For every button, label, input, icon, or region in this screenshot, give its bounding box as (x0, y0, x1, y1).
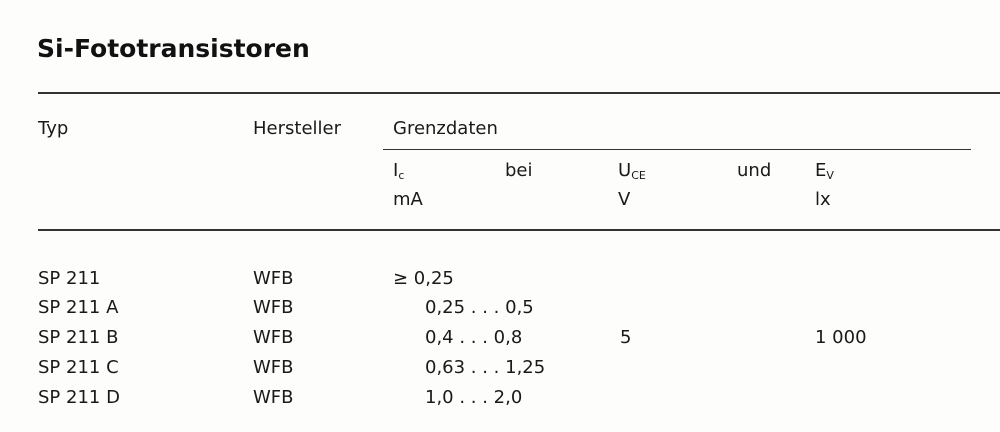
uce-subscript: CE (631, 169, 646, 182)
header-typ: Typ (38, 118, 69, 139)
header-bei: bei (505, 160, 533, 181)
ev-subscript: V (826, 169, 834, 182)
top-rule (38, 92, 1000, 94)
uce-symbol: U (618, 160, 632, 181)
cell-typ: SP 211 A (38, 297, 119, 318)
cell-typ: SP 211 (38, 268, 101, 289)
header-uce: UCE (618, 160, 646, 187)
cell-hersteller: WFB (253, 327, 294, 348)
cell-ic: 0,4 . . . 0,8 (425, 327, 523, 348)
header-ic-unit: mA (393, 189, 423, 210)
ev-symbol: E (815, 160, 827, 181)
cell-hersteller: WFB (253, 357, 294, 378)
cell-uce: 5 (620, 327, 632, 348)
grenzdaten-rule (383, 149, 971, 150)
cell-ic: ≥ 0,25 (393, 268, 454, 289)
cell-hersteller: WFB (253, 297, 294, 318)
cell-ic: 0,25 . . . 0,5 (425, 297, 534, 318)
header-und: und (737, 160, 772, 181)
cell-ev: 1 000 (815, 327, 867, 348)
header-hersteller: Hersteller (253, 118, 341, 139)
cell-typ: SP 211 B (38, 327, 119, 348)
cell-ic: 1,0 . . . 2,0 (425, 387, 523, 408)
cell-hersteller: WFB (253, 387, 294, 408)
cell-hersteller: WFB (253, 268, 294, 289)
header-ev: EV (815, 160, 834, 187)
ic-symbol: I (393, 160, 399, 181)
header-rule (38, 229, 1000, 231)
header-ic: Ic (393, 160, 404, 187)
header-grenzdaten: Grenzdaten (393, 118, 498, 139)
cell-typ: SP 211 D (38, 387, 120, 408)
cell-ic: 0,63 . . . 1,25 (425, 357, 546, 378)
cell-typ: SP 211 C (38, 357, 119, 378)
header-uce-unit: V (618, 189, 631, 210)
header-ev-unit: lx (815, 189, 831, 210)
page-title: Si-Fototransistoren (37, 34, 310, 63)
ic-subscript: c (398, 169, 405, 182)
